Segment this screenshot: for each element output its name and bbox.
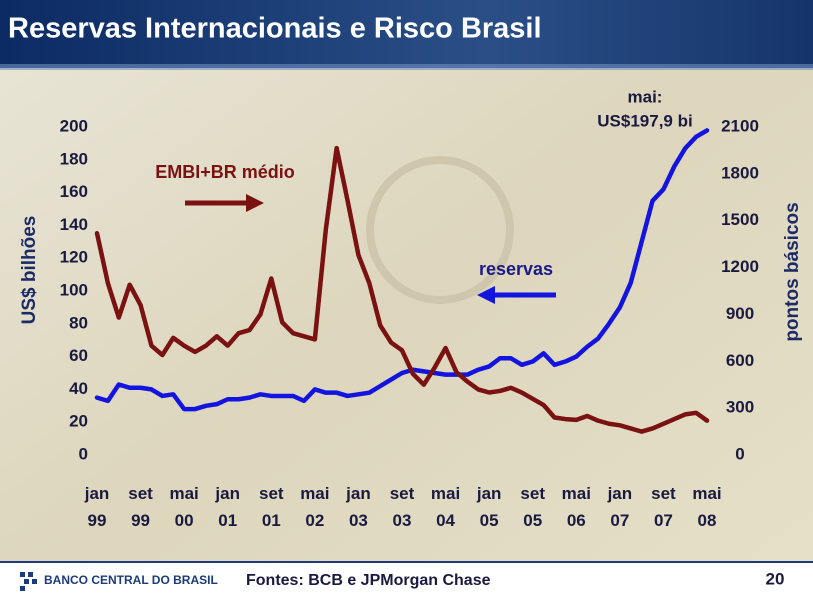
x-tick-label: set 99 — [128, 484, 153, 530]
footer-bar — [0, 562, 813, 593]
y-tick-label: 100 — [60, 280, 88, 299]
x-tick-label: jan 03 — [346, 484, 371, 530]
footer-brand: BANCO CENTRAL DO BRASIL — [44, 573, 218, 587]
title-bar — [0, 0, 813, 68]
y-tick-label: 160 — [60, 182, 88, 201]
y-tick-label: 0 — [79, 444, 88, 463]
y2-tick-label: 0 — [735, 444, 744, 463]
y-tick-label: 80 — [69, 313, 88, 332]
y2-tick-label: 300 — [726, 398, 754, 417]
y2-tick-label: 1500 — [721, 210, 759, 229]
x-tick-label: set 07 — [651, 484, 676, 530]
chart-title: Reservas Internacionais e Risco Brasil — [8, 13, 542, 45]
y-tick-label: 40 — [69, 379, 88, 398]
x-tick-label: mai 08 — [692, 484, 722, 530]
y2-tick-label: 900 — [726, 304, 754, 323]
page-number: 20 — [766, 569, 785, 588]
y-tick-label: 60 — [69, 346, 88, 365]
y2-tick-label: 1800 — [721, 163, 759, 182]
x-tick-label: mai 04 — [430, 484, 461, 530]
annotation: US$197,9 bi — [597, 111, 692, 130]
x-tick-label: mai 02 — [300, 484, 330, 530]
title-rule — [0, 64, 813, 70]
x-tick-label: jan 01 — [215, 484, 240, 530]
x-tick-label: jan 05 — [476, 484, 502, 530]
annotation: mai: — [628, 87, 663, 106]
x-tick-label: jan 07 — [607, 484, 633, 530]
series-line — [94, 128, 710, 412]
x-tick-label: mai 00 — [169, 484, 199, 530]
y-tick-label: 20 — [69, 412, 88, 431]
y2-tick-label: 1200 — [721, 257, 759, 276]
y2-tick-label: 2100 — [721, 116, 759, 135]
x-tick-label: set 03 — [389, 484, 415, 530]
x-tick-label: set 05 — [520, 484, 545, 530]
series-label: EMBI+BR médio — [155, 162, 295, 182]
arrow — [185, 194, 264, 212]
y-tick-label: 120 — [60, 248, 88, 267]
x-tick-label: jan 99 — [84, 484, 110, 530]
arrow — [477, 286, 556, 304]
source: Fontes: BCB e JPMorgan Chase — [246, 572, 491, 589]
y2-tick-label: 600 — [726, 351, 754, 370]
x-tick-label: mai 06 — [561, 484, 591, 530]
series-line — [94, 145, 710, 434]
y-axis-label: US$ bilhões — [19, 216, 40, 325]
y2-axis-label: pontos básicos — [782, 202, 803, 341]
y-tick-label: 180 — [60, 149, 88, 168]
x-tick-label: set 01 — [258, 484, 284, 530]
y-tick-label: 200 — [60, 116, 88, 135]
bcb-logo — [20, 572, 37, 591]
y-tick-label: 140 — [60, 215, 88, 234]
watermark — [366, 156, 514, 304]
series-label: reservas — [479, 259, 553, 279]
